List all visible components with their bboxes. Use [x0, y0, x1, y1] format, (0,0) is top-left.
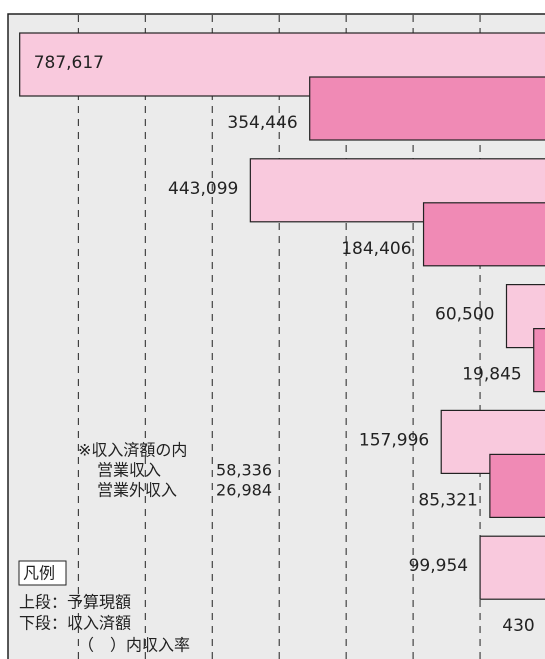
legend: 凡例 上段：予算現額 下段：収入済額 （ ）内収入率: [18, 560, 190, 655]
legend-note: （ ）内収入率: [78, 636, 190, 655]
note: ※収入済額の内 営業収入 58,336 営業外収入 26,984: [78, 441, 272, 500]
bar: [533, 328, 545, 393]
bar: [479, 535, 545, 600]
bar: [309, 76, 545, 141]
bar: [422, 202, 545, 267]
note-title: ※収入済額の内: [78, 441, 187, 460]
data-label: 443,099: [168, 179, 238, 199]
note-value: 26,984: [216, 481, 272, 500]
data-label: 354,446: [227, 113, 297, 133]
data-label: 157,996: [359, 430, 429, 450]
data-label: 787,617: [34, 53, 104, 73]
data-label: 430: [502, 616, 534, 636]
note-value: 58,336: [216, 461, 272, 480]
note-label: 営業外収入: [97, 481, 177, 500]
bar: [489, 453, 545, 518]
legend-title-box: [18, 560, 67, 586]
data-label: 85,321: [418, 490, 477, 510]
legend-entry: 下段：収入済額: [19, 614, 131, 633]
data-label: 60,500: [435, 305, 494, 325]
note-label: 営業収入: [97, 461, 161, 480]
legend-title: 凡例: [23, 564, 55, 583]
data-label: 99,954: [409, 556, 468, 576]
bar: [249, 158, 545, 223]
bars: 787,617 354,446 443,099 184,406 60,500 19,845…: [19, 32, 545, 636]
legend-entry: 上段：予算現額: [19, 593, 131, 612]
data-label: 19,845: [462, 365, 521, 385]
data-label: 184,406: [341, 239, 411, 259]
